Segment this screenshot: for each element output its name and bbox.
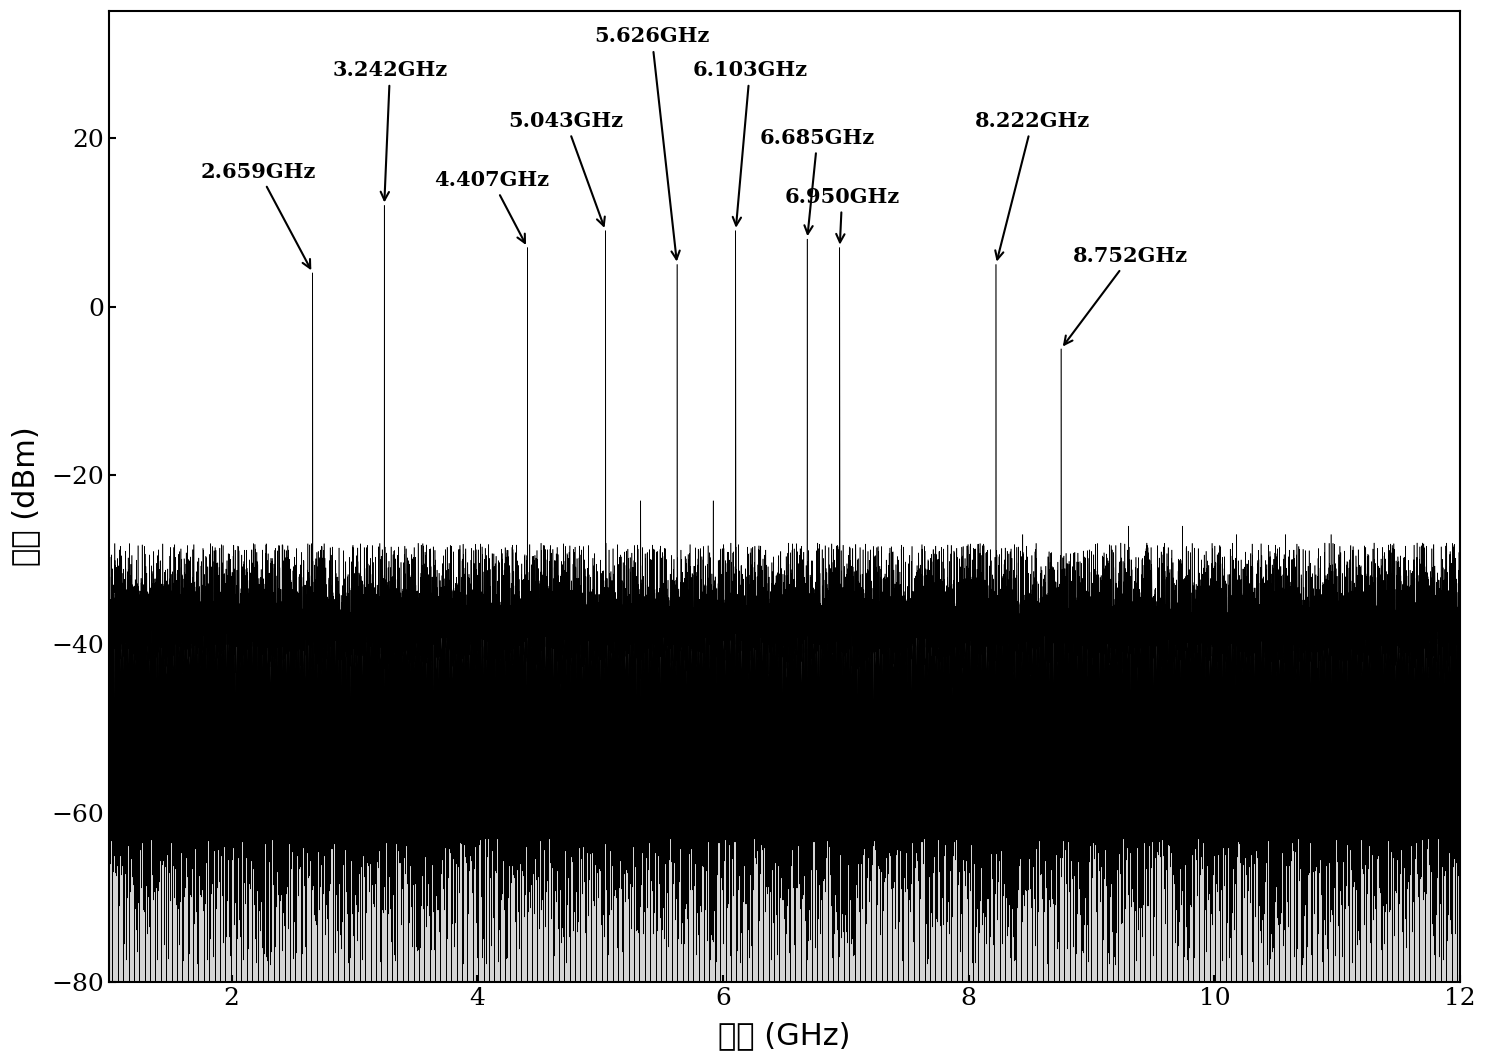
Text: 5.043GHz: 5.043GHz: [509, 110, 623, 226]
Text: 3.242GHz: 3.242GHz: [333, 60, 448, 201]
Text: 4.407GHz: 4.407GHz: [434, 170, 550, 243]
Text: 6.103GHz: 6.103GHz: [693, 60, 807, 226]
Text: 8.222GHz: 8.222GHz: [975, 110, 1090, 260]
Y-axis label: 功率 (dBm): 功率 (dBm): [10, 427, 40, 567]
Text: 5.626GHz: 5.626GHz: [593, 27, 709, 259]
Text: 6.950GHz: 6.950GHz: [785, 187, 900, 242]
X-axis label: 频率 (GHz): 频率 (GHz): [718, 1021, 851, 1050]
Text: 2.659GHz: 2.659GHz: [201, 161, 317, 268]
Text: 8.752GHz: 8.752GHz: [1065, 246, 1188, 345]
Text: 6.685GHz: 6.685GHz: [760, 127, 876, 234]
